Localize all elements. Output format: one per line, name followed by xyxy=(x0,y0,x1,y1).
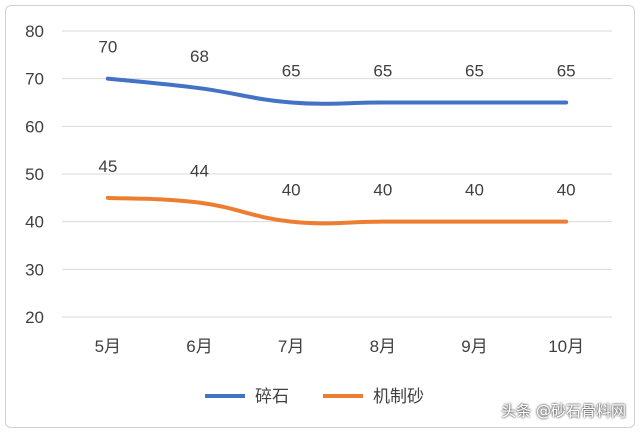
y-axis-ticks: 20 30 40 50 60 70 80 xyxy=(25,22,44,327)
y-tick-label: 60 xyxy=(25,117,44,136)
data-label: 40 xyxy=(282,181,301,200)
series-line-1 xyxy=(105,195,569,226)
data-label: 70 xyxy=(98,38,117,57)
watermark: 头条 @砂石骨料网 xyxy=(501,402,626,420)
x-tick-label: 8月 xyxy=(370,337,396,356)
data-label: 40 xyxy=(373,181,392,200)
legend-label: 碎石 xyxy=(255,387,289,407)
data-label: 65 xyxy=(373,62,392,81)
data-label: 65 xyxy=(557,62,576,81)
series-line-0 xyxy=(105,76,569,106)
y-tick-label: 40 xyxy=(25,213,44,232)
data-label: 44 xyxy=(190,162,209,181)
data-label: 40 xyxy=(557,181,576,200)
x-tick-label: 10月 xyxy=(548,337,584,356)
y-tick-label: 20 xyxy=(25,308,44,327)
series-lines xyxy=(105,76,569,226)
data-label: 40 xyxy=(465,181,484,200)
data-label: 68 xyxy=(190,47,209,66)
y-tick-label: 80 xyxy=(25,22,44,41)
data-labels: 70 68 65 65 65 65 45 44 40 40 40 40 xyxy=(98,38,575,200)
legend: 碎石 机制砂 xyxy=(205,387,424,407)
x-tick-label: 7月 xyxy=(278,337,304,356)
x-tick-label: 9月 xyxy=(461,337,487,356)
x-tick-label: 6月 xyxy=(186,337,212,356)
chart-frame xyxy=(5,5,635,428)
x-axis-ticks: 5月 6月 7月 8月 9月 10月 xyxy=(95,337,585,356)
data-label: 65 xyxy=(465,62,484,81)
y-tick-label: 50 xyxy=(25,165,44,184)
data-label: 45 xyxy=(98,157,117,176)
data-label: 65 xyxy=(282,62,301,81)
x-tick-label: 5月 xyxy=(95,337,121,356)
y-tick-label: 30 xyxy=(25,260,44,279)
gridlines xyxy=(62,30,612,318)
legend-label: 机制砂 xyxy=(373,387,424,407)
y-tick-label: 70 xyxy=(25,70,44,89)
